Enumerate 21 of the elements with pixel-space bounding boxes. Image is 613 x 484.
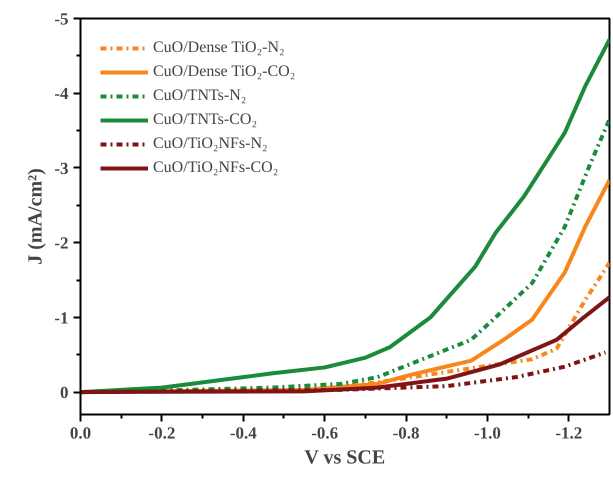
y-tick-label: 0 — [60, 383, 68, 402]
x-tick-label: -0.4 — [230, 424, 258, 442]
x-axis-title: V vs SCE — [304, 446, 386, 468]
y-tick-label: -5 — [54, 10, 69, 28]
y-tick-label: -2 — [54, 234, 69, 253]
x-tick-label: -0.2 — [148, 424, 176, 442]
y-tick-label: -4 — [54, 84, 69, 104]
x-tick-label: 0.0 — [70, 424, 92, 442]
y-axis-title: J (mA/cm²) — [24, 168, 46, 265]
legend-label: CuO/TiO₂NFs-CO₂ — [153, 159, 278, 177]
x-tick-label: -1.0 — [474, 424, 501, 442]
x-tick-label: -1.2 — [555, 424, 582, 442]
legend-label: CuO/TNTs-N₂ — [153, 87, 246, 105]
y-tick-label: -3 — [54, 158, 69, 178]
x-tick-label: -0.6 — [311, 424, 338, 442]
y-tick-label: -1 — [54, 308, 69, 328]
legend-label: CuO/Dense TiO₂-N₂ — [153, 39, 285, 57]
legend-label: CuO/TiO₂NFs-N₂ — [153, 135, 268, 153]
legend-label: CuO/TNTs-CO₂ — [153, 111, 258, 129]
x-tick-label: -0.8 — [392, 424, 420, 442]
legend-label: CuO/Dense TiO₂-CO₂ — [153, 63, 296, 81]
